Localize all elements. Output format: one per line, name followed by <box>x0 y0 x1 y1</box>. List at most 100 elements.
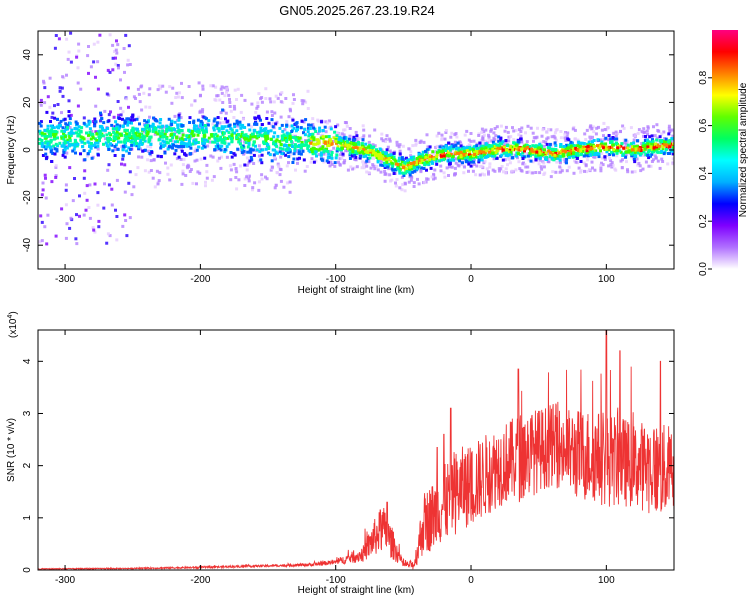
heatmap-cell <box>418 161 422 165</box>
heatmap-cell <box>575 156 579 160</box>
heatmap-cell <box>259 129 263 133</box>
heatmap-cell <box>77 42 81 46</box>
heatmap-cell <box>298 136 302 140</box>
heatmap-cell <box>100 117 104 121</box>
heatmap-cell <box>143 149 147 152</box>
heatmap-cell <box>655 136 659 140</box>
heatmap-cell <box>167 145 171 149</box>
heatmap-cell <box>500 142 503 146</box>
heatmap-cell <box>526 145 530 149</box>
heatmap-cell <box>458 159 462 163</box>
heatmap-cell <box>52 144 56 148</box>
heatmap-cell <box>121 117 124 121</box>
heatmap-cell <box>407 160 411 164</box>
heatmap-cell <box>161 145 165 148</box>
heatmap-cell <box>143 119 147 123</box>
heatmap-cell <box>49 120 52 123</box>
heatmap-cell <box>567 152 571 156</box>
heatmap-cell <box>567 138 571 142</box>
snr-scale-exponent: 4 <box>7 315 14 319</box>
heatmap-cell <box>76 134 80 138</box>
heatmap-cell <box>361 124 365 128</box>
heatmap-cell <box>86 152 90 156</box>
heatmap-cell <box>569 140 573 144</box>
heatmap-cell <box>113 154 117 157</box>
colorbar-tick-label: 0.8 <box>698 70 709 84</box>
heatmap-cell <box>526 154 530 158</box>
heatmap-cell <box>179 157 183 161</box>
heatmap-cell <box>299 143 303 147</box>
heatmap-cell <box>573 152 577 156</box>
heatmap-cell <box>204 184 207 188</box>
heatmap-cell <box>86 54 90 58</box>
heatmap-cell <box>473 162 476 166</box>
heatmap-cell <box>233 131 237 135</box>
heatmap-cell <box>317 129 321 133</box>
heatmap-cell <box>106 168 110 172</box>
heatmap-cell <box>409 150 413 154</box>
heatmap-cell <box>518 153 522 156</box>
heatmap-cell <box>289 139 293 143</box>
heatmap-cell <box>531 144 535 148</box>
heatmap-cell <box>144 105 148 109</box>
heatmap-cell <box>132 118 136 122</box>
heatmap-cell <box>339 141 343 145</box>
heatmap-cell <box>54 234 58 238</box>
heatmap-cell <box>384 172 388 176</box>
heatmap-cell <box>176 140 180 144</box>
heatmap-cell <box>373 128 377 132</box>
heatmap-cell <box>247 174 251 178</box>
heatmap-cell <box>303 133 307 137</box>
heatmap-cell <box>666 152 670 155</box>
heatmap-cell <box>258 147 262 151</box>
heatmap-cell <box>252 153 256 157</box>
heatmap-cell <box>237 133 241 137</box>
heatmap-cell <box>274 183 278 187</box>
heatmap-cell <box>386 165 390 169</box>
heatmap-cell <box>201 87 205 91</box>
heatmap-cell <box>179 116 183 120</box>
heatmap-cell <box>69 113 73 117</box>
heatmap-cell <box>124 135 128 139</box>
heatmap-cell <box>637 128 641 132</box>
heatmap-cell <box>196 127 200 131</box>
heatmap-cell <box>372 156 375 160</box>
heatmap-cell <box>270 110 274 114</box>
heatmap-cell <box>201 108 205 112</box>
heatmap-cell <box>462 153 466 157</box>
heatmap-cell <box>112 137 116 141</box>
heatmap-cell <box>367 140 371 144</box>
heatmap-cell <box>471 169 475 173</box>
heatmap-cell <box>44 147 48 151</box>
heatmap-cell <box>438 145 442 149</box>
spectrogram-x-label: Height of straight line (km) <box>298 285 415 296</box>
heatmap-cell <box>661 160 665 163</box>
heatmap-cell <box>43 101 47 105</box>
heatmap-cell <box>542 161 546 165</box>
heatmap-cell <box>513 142 517 146</box>
heatmap-cell <box>137 147 141 151</box>
heatmap-cell <box>66 127 69 131</box>
heatmap-cell <box>161 135 165 139</box>
heatmap-cell <box>497 139 501 143</box>
heatmap-cell <box>593 168 597 172</box>
heatmap-cell <box>390 167 394 171</box>
heatmap-cell <box>260 161 264 165</box>
heatmap-cell <box>284 153 288 157</box>
heatmap-cell <box>653 134 657 138</box>
heatmap-cell <box>590 127 594 130</box>
heatmap-cell <box>198 94 202 98</box>
heatmap-cell <box>563 136 567 140</box>
heatmap-cell <box>591 125 595 129</box>
heatmap-cell <box>450 144 454 148</box>
heatmap-cell <box>234 167 238 170</box>
heatmap-cell <box>497 167 501 171</box>
heatmap-cell <box>447 154 451 158</box>
heatmap-cell <box>624 142 628 146</box>
x-tick-label: -100 <box>326 274 346 285</box>
heatmap-cell <box>165 140 168 144</box>
heatmap-cell <box>599 149 602 153</box>
heatmap-cell <box>302 143 306 147</box>
heatmap-cell <box>257 154 261 158</box>
